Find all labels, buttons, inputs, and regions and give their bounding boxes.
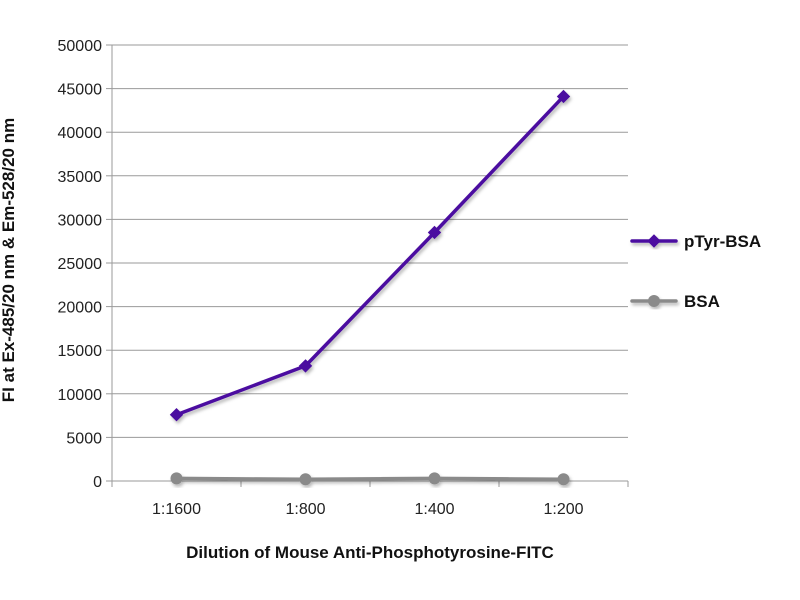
legend-label: BSA: [684, 292, 720, 311]
legend-swatch: [630, 295, 678, 307]
series: [169, 89, 571, 486]
y-tick-label: 0: [93, 474, 102, 491]
legend-swatch: [630, 234, 678, 248]
axes: [106, 44, 629, 487]
data-point: [428, 472, 441, 485]
data-point: [298, 359, 313, 373]
legend-item: pTyr-BSA: [630, 232, 761, 251]
y-tick-label: 5000: [66, 430, 102, 447]
y-tick-label: 45000: [58, 82, 103, 99]
x-tick-labels: 1:1600 1:800 1:400 1:200: [152, 501, 584, 518]
x-tick-label: 1:800: [285, 501, 325, 518]
series-bsa: [170, 472, 570, 486]
y-tick-label: 20000: [58, 300, 103, 317]
legend-marker: [647, 234, 661, 248]
y-tick-label: 25000: [58, 256, 103, 273]
x-tick-label: 1:400: [414, 501, 454, 518]
y-axis-title: FI at Ex-485/20 nm & Em-528/20 nm: [0, 118, 18, 402]
data-point: [169, 408, 184, 422]
data-point: [427, 225, 442, 240]
legend: pTyr-BSA BSA: [630, 232, 761, 311]
data-point: [170, 472, 183, 485]
y-tick-label: 35000: [58, 169, 103, 186]
series-line: [174, 94, 566, 417]
y-tick-label: 15000: [58, 343, 103, 360]
y-tick-label: 40000: [58, 125, 103, 142]
x-tick-label: 1:200: [543, 501, 583, 518]
legend-marker: [648, 295, 660, 307]
legend-label: pTyr-BSA: [684, 232, 761, 251]
series-line: [174, 476, 566, 482]
data-point: [556, 89, 571, 104]
x-tick-label: 1:1600: [152, 501, 201, 518]
data-point: [299, 473, 312, 486]
gridlines: [112, 44, 628, 438]
y-tick-labels: 0 5000 10000 15000 20000 25000 30000 35000 40000…: [58, 38, 103, 491]
data-point: [557, 473, 570, 486]
y-tick-label: 50000: [58, 38, 103, 55]
y-tick-label: 10000: [58, 387, 103, 404]
x-axis-title: Dilution of Mouse Anti-Phosphotyrosine-F…: [186, 543, 554, 562]
y-tick-label: 30000: [58, 212, 103, 229]
legend-item: BSA: [630, 292, 720, 311]
series-ptyr-bsa: [169, 89, 571, 422]
